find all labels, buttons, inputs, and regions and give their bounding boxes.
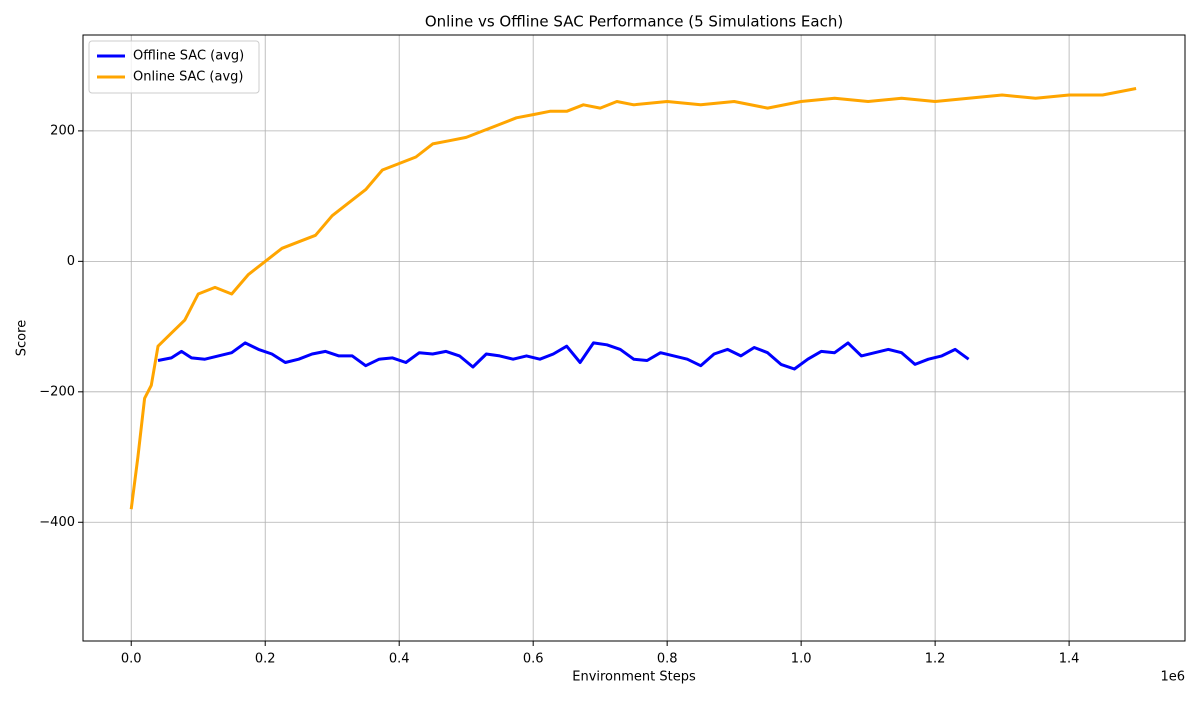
x-axis-label: Environment Steps [572, 670, 696, 685]
y-tick-label: −200 [39, 384, 75, 399]
chart-title: Online vs Offline SAC Performance (5 Sim… [425, 13, 843, 31]
plot-frame [82, 34, 1186, 642]
series-line [157, 341, 970, 371]
y-tick-label: 200 [50, 123, 75, 138]
x-tick-label: 0.0 [121, 652, 142, 667]
x-tick-label: 0.2 [255, 652, 276, 667]
x-tick-label: 1.2 [925, 652, 946, 667]
x-tick-label: 1.4 [1059, 652, 1080, 667]
series-line [129, 87, 1137, 510]
x-tick-label: 0.6 [523, 652, 544, 667]
x-tick-label: 0.4 [389, 652, 410, 667]
x-offset-label: 1e6 [1160, 670, 1185, 685]
legend-label: Online SAC (avg) [133, 70, 244, 85]
legend-box [88, 40, 260, 94]
x-tick-label: 1.0 [791, 652, 812, 667]
x-tick-label: 0.8 [657, 652, 678, 667]
y-tick-label: −400 [39, 515, 75, 530]
y-tick-label: 0 [67, 254, 75, 269]
y-axis-label: Score [15, 320, 30, 356]
legend-label: Offline SAC (avg) [133, 49, 244, 64]
